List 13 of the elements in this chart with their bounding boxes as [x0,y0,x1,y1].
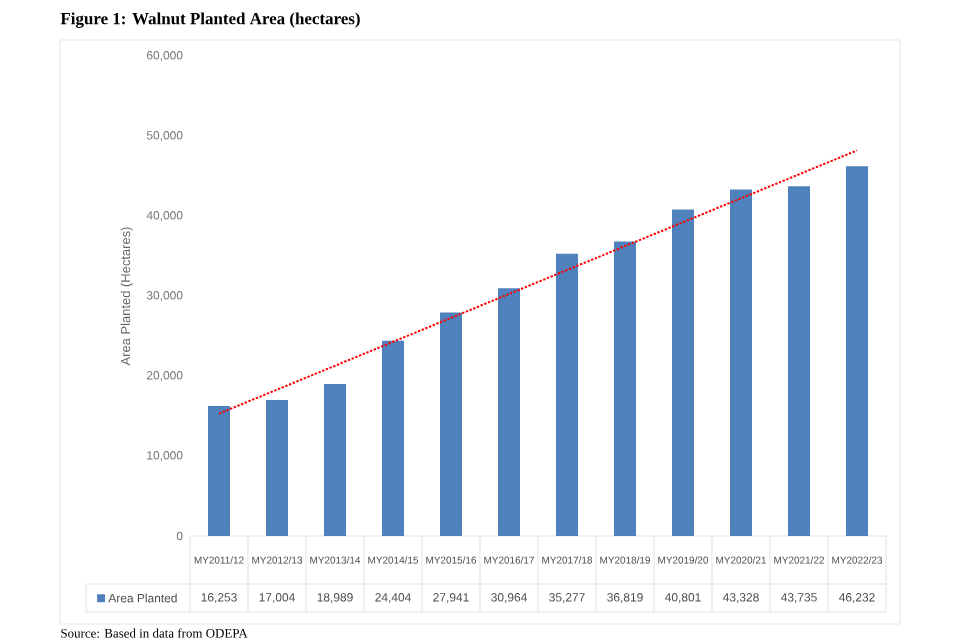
bar [556,253,579,536]
bar [498,288,521,536]
bar [672,209,695,536]
bar [788,186,811,536]
bar [730,189,753,536]
bar [266,399,288,536]
bar [382,340,405,536]
bar [614,241,637,536]
chart-title: Figure 1: Walnut Planted Area (hectares) [60,12,360,28]
bar [208,405,230,536]
bar [846,166,869,536]
bar [324,384,346,536]
bar [440,312,463,536]
